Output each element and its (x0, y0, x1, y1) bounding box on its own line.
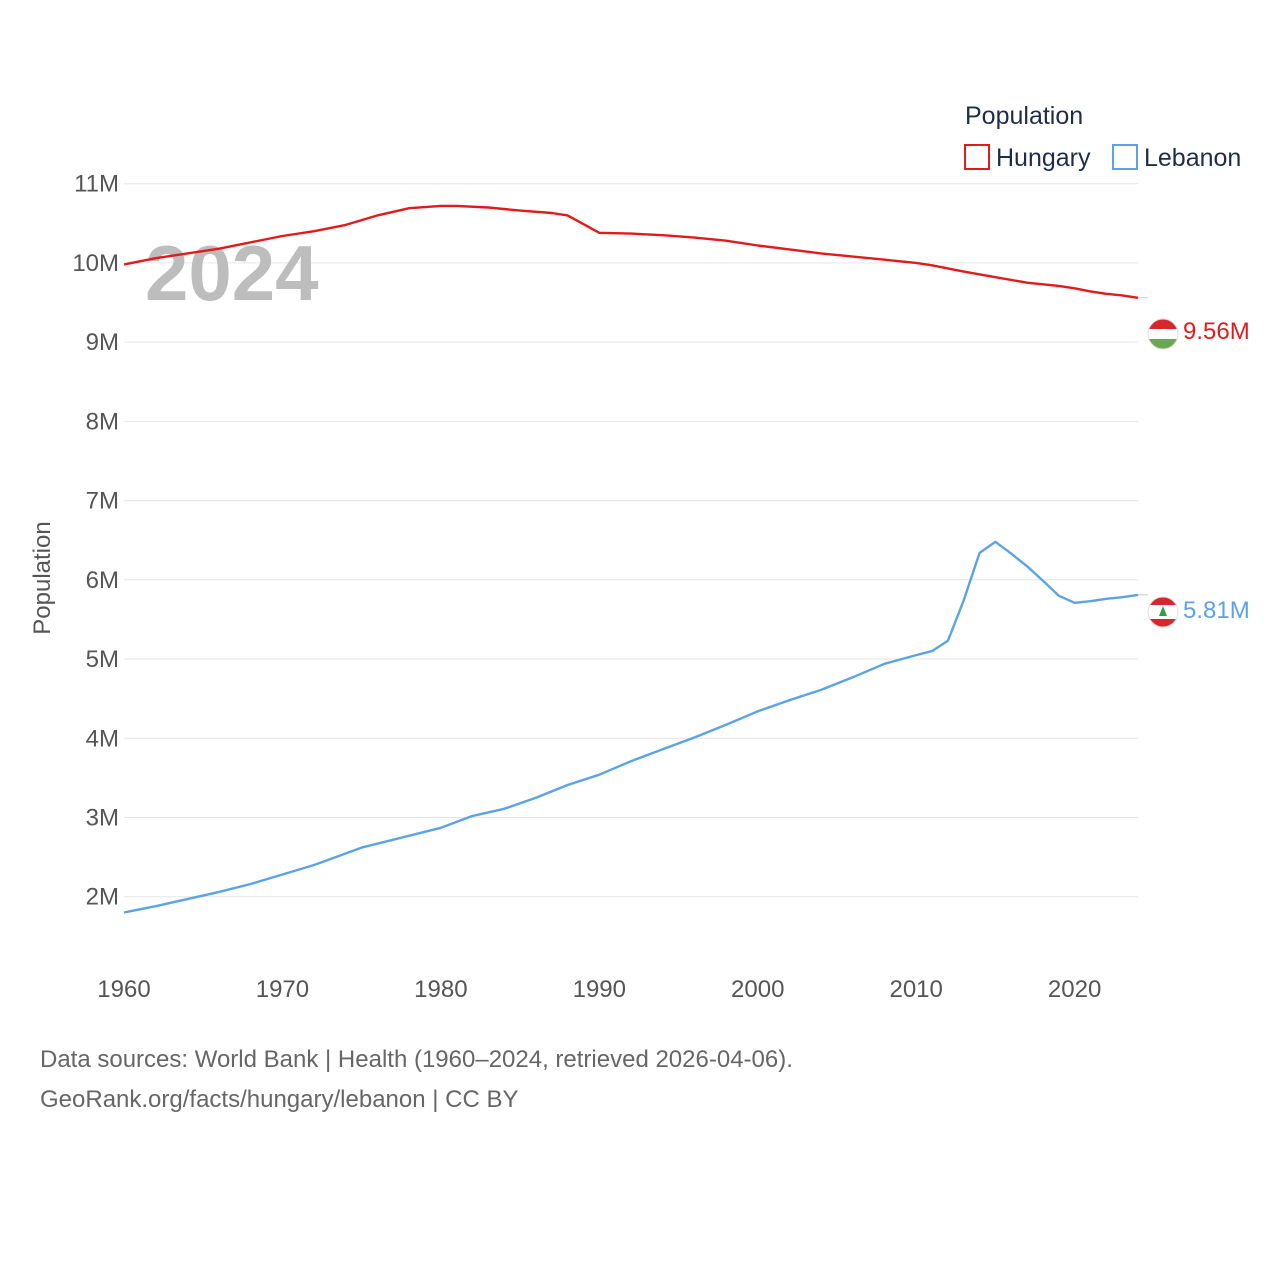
y-tick-label: 7M (86, 488, 119, 515)
series-line-lebanon[interactable] (123, 540, 1139, 914)
lebanon-end-label: 5.81M (1183, 597, 1250, 624)
series-line-hungary[interactable] (123, 204, 1139, 299)
legend-item-lebanon[interactable]: Lebanon (1112, 144, 1241, 172)
x-tick-label: 1990 (573, 976, 626, 1003)
x-tick-label: 1960 (97, 976, 150, 1003)
y-tick-label: 4M (86, 725, 119, 752)
y-tick-label: 11M (74, 171, 119, 198)
y-tick-label: 8M (86, 408, 119, 435)
hungary-flag-icon (1147, 318, 1179, 350)
hungary-end-label: 9.56M (1183, 318, 1250, 345)
y-axis-title: Population (29, 521, 56, 634)
legend-label-lebanon: Lebanon (1144, 144, 1241, 172)
legend-title: Population (965, 102, 1083, 130)
gridlines (124, 183, 1138, 898)
y-axis-ticks: 2M 3M 4M 5M 6M 7M 8M 9M 10M 11M (72, 171, 119, 911)
x-tick-label: 1980 (414, 976, 467, 1003)
footer: Data sources: World Bank | Health (1960–… (40, 1040, 793, 1120)
legend-swatch-lebanon (1112, 144, 1138, 170)
legend: Population Hungary Lebanon (964, 102, 1241, 172)
footer-source: Data sources: World Bank | Health (1960–… (40, 1046, 793, 1073)
legend-label-hungary: Hungary (996, 144, 1091, 172)
x-tick-label: 1970 (256, 976, 309, 1003)
y-tick-label: 2M (86, 884, 119, 911)
series-lines (123, 204, 1148, 914)
y-tick-label: 10M (72, 250, 119, 277)
x-tick-label: 2000 (731, 976, 784, 1003)
y-tick-label: 9M (86, 329, 119, 356)
legend-item-hungary[interactable]: Hungary (964, 144, 1091, 172)
lebanon-flag-icon (1147, 596, 1179, 628)
y-tick-label: 6M (86, 567, 119, 594)
x-axis-ticks: 1960 1970 1980 1990 2000 2010 2020 (97, 976, 1101, 1003)
x-tick-label: 2020 (1048, 976, 1101, 1003)
y-tick-label: 3M (86, 804, 119, 831)
footer-link[interactable]: GeoRank.org/facts/hungary/lebanon | CC B… (40, 1086, 519, 1113)
legend-swatch-hungary (964, 144, 990, 170)
x-tick-label: 2010 (889, 976, 942, 1003)
year-watermark: 2024 (145, 229, 319, 317)
y-tick-label: 5M (86, 646, 119, 673)
